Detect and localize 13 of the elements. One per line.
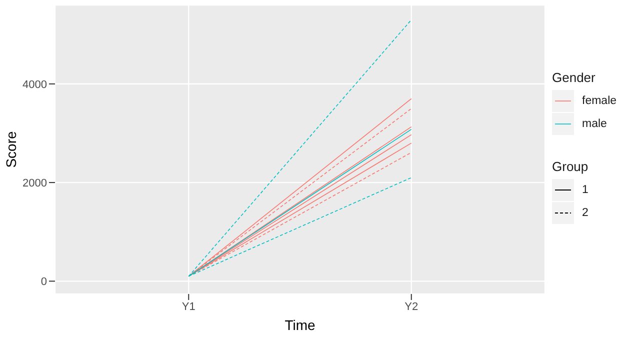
x-tick-label: Y2: [404, 300, 418, 313]
legend-label: female: [582, 94, 617, 106]
text: 1: [582, 184, 588, 196]
y-axis-title: Score: [2, 131, 19, 168]
text: 2: [582, 206, 588, 218]
x-axis-title: Time: [284, 317, 316, 333]
y-tick-label: 2000: [22, 177, 47, 190]
legend-label: male: [582, 118, 607, 130]
y-tick-label: 4000: [22, 78, 47, 91]
y-tick-label: 0: [40, 276, 47, 288]
x-tick-label: Y1: [182, 300, 196, 313]
legend-title: Gender: [552, 70, 596, 85]
text: Group: [552, 159, 590, 174]
